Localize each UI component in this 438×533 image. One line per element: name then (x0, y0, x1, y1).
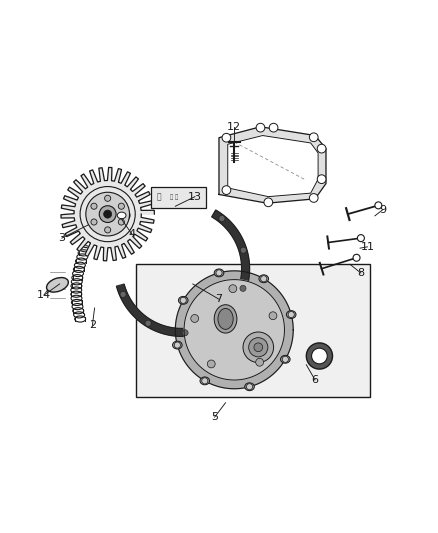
Circle shape (191, 314, 199, 322)
Circle shape (207, 360, 215, 368)
Circle shape (282, 356, 288, 362)
Circle shape (240, 247, 247, 253)
Circle shape (261, 276, 267, 282)
Circle shape (353, 254, 360, 261)
Polygon shape (117, 210, 250, 336)
Text: 8: 8 (357, 268, 364, 278)
Circle shape (219, 215, 225, 222)
Text: 13: 13 (188, 192, 202, 201)
Ellipse shape (259, 275, 268, 282)
Circle shape (309, 193, 318, 203)
Circle shape (375, 202, 382, 209)
Circle shape (317, 175, 326, 183)
Circle shape (229, 285, 237, 293)
Circle shape (269, 312, 277, 320)
Text: 2: 2 (89, 320, 96, 330)
Ellipse shape (46, 278, 68, 292)
Circle shape (249, 338, 268, 357)
Circle shape (243, 332, 274, 362)
Ellipse shape (117, 212, 126, 219)
Text: 7: 7 (215, 294, 223, 304)
Ellipse shape (113, 209, 130, 222)
Circle shape (104, 210, 112, 218)
Circle shape (86, 192, 130, 236)
Text: 4: 4 (128, 229, 135, 239)
Polygon shape (61, 167, 154, 261)
Ellipse shape (200, 377, 210, 385)
Ellipse shape (280, 356, 290, 363)
Circle shape (256, 123, 265, 132)
Circle shape (288, 311, 294, 318)
Text: ⬜: ⬜ (157, 192, 162, 201)
Polygon shape (184, 280, 285, 380)
Text: 11: 11 (360, 242, 374, 252)
Circle shape (182, 330, 188, 336)
Text: 3: 3 (58, 233, 65, 243)
Circle shape (254, 343, 263, 352)
Circle shape (311, 348, 327, 364)
Circle shape (317, 144, 326, 153)
Polygon shape (228, 135, 318, 197)
Circle shape (202, 378, 208, 384)
Ellipse shape (214, 269, 224, 277)
Circle shape (256, 358, 264, 366)
Ellipse shape (245, 383, 254, 391)
Circle shape (120, 292, 126, 297)
Polygon shape (175, 271, 293, 389)
Ellipse shape (178, 296, 188, 304)
Circle shape (174, 342, 180, 348)
Polygon shape (219, 127, 326, 203)
Circle shape (309, 133, 318, 142)
Circle shape (145, 320, 151, 326)
FancyBboxPatch shape (151, 187, 206, 207)
Text: 5: 5 (211, 412, 218, 422)
Circle shape (247, 384, 253, 390)
Circle shape (91, 203, 97, 209)
Circle shape (118, 219, 124, 225)
Circle shape (306, 343, 332, 369)
Circle shape (264, 198, 273, 207)
Polygon shape (136, 264, 370, 398)
Text: 6: 6 (311, 375, 318, 385)
Circle shape (222, 185, 231, 195)
Circle shape (218, 317, 224, 322)
Circle shape (91, 219, 97, 225)
Text: ⬜ ⬜: ⬜ ⬜ (170, 195, 178, 200)
Ellipse shape (286, 311, 296, 319)
Ellipse shape (173, 341, 182, 349)
Circle shape (99, 206, 116, 222)
Circle shape (357, 235, 364, 241)
Ellipse shape (214, 305, 237, 333)
Text: 9: 9 (379, 205, 386, 215)
Circle shape (105, 195, 111, 201)
Circle shape (222, 133, 231, 142)
Text: 12: 12 (227, 122, 241, 132)
Circle shape (216, 270, 222, 276)
Text: 14: 14 (37, 290, 51, 300)
Ellipse shape (218, 309, 233, 329)
Circle shape (180, 297, 186, 303)
Circle shape (105, 227, 111, 233)
Circle shape (269, 123, 278, 132)
Circle shape (240, 285, 246, 292)
Circle shape (118, 203, 124, 209)
